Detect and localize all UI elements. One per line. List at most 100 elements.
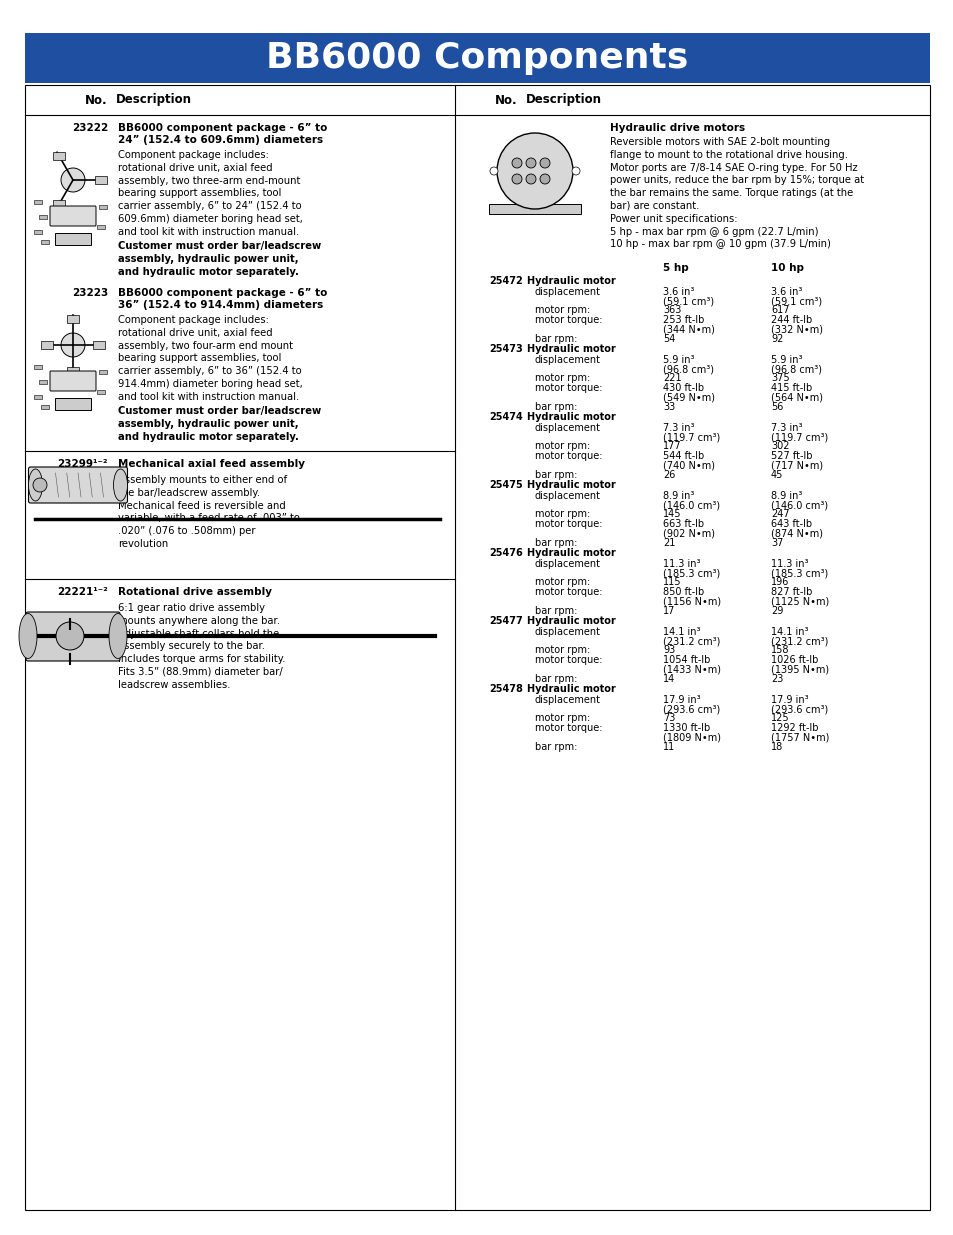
Text: (146.0 cm³): (146.0 cm³) [662, 500, 720, 510]
Text: 663 ft-lb: 663 ft-lb [662, 519, 703, 529]
Text: (902 N•m): (902 N•m) [662, 529, 714, 538]
Text: bar rpm:: bar rpm: [535, 742, 577, 752]
Text: 177: 177 [662, 441, 680, 451]
Bar [53, 200, 65, 209]
Text: 221: 221 [662, 373, 680, 383]
Text: motor torque:: motor torque: [535, 722, 602, 734]
Text: (1156 N•m): (1156 N•m) [662, 597, 720, 606]
Text: 827 ft-lb: 827 ft-lb [770, 587, 812, 597]
Text: 247: 247 [770, 509, 789, 519]
Text: motor rpm:: motor rpm: [535, 305, 590, 315]
Text: Description: Description [116, 94, 192, 106]
Circle shape [490, 167, 497, 175]
Bar [41, 405, 49, 409]
Text: 17.9 in³: 17.9 in³ [770, 695, 808, 705]
Text: BB6000 Components: BB6000 Components [266, 41, 688, 75]
Circle shape [56, 622, 84, 650]
Text: motor rpm:: motor rpm: [535, 577, 590, 587]
Text: 11.3 in³: 11.3 in³ [770, 559, 807, 569]
Bar [34, 230, 42, 233]
Text: (293.6 cm³): (293.6 cm³) [770, 704, 827, 714]
FancyBboxPatch shape [50, 206, 96, 226]
Text: 93: 93 [662, 645, 675, 655]
Text: (96.8 cm³): (96.8 cm³) [770, 364, 821, 374]
Text: 8.9 in³: 8.9 in³ [662, 492, 694, 501]
Text: (549 N•m): (549 N•m) [662, 391, 714, 403]
Text: (96.8 cm³): (96.8 cm³) [662, 364, 713, 374]
Text: 25474: 25474 [489, 412, 522, 422]
Text: (1395 N•m): (1395 N•m) [770, 664, 828, 674]
Text: motor torque:: motor torque: [535, 383, 602, 393]
Circle shape [61, 168, 85, 191]
Text: 25475: 25475 [489, 480, 522, 490]
Text: (119.7 cm³): (119.7 cm³) [662, 432, 720, 442]
Text: Hydraulic motor: Hydraulic motor [526, 616, 615, 626]
Text: 430 ft-lb: 430 ft-lb [662, 383, 703, 393]
Text: 415 ft-lb: 415 ft-lb [770, 383, 811, 393]
Text: (231.2 cm³): (231.2 cm³) [662, 636, 720, 646]
Text: 7.3 in³: 7.3 in³ [770, 424, 801, 433]
Text: motor torque:: motor torque: [535, 587, 602, 597]
Text: Customer must order bar/leadscrew
assembly, hydraulic power unit,
and hydraulic : Customer must order bar/leadscrew assemb… [118, 406, 321, 442]
Text: 302: 302 [770, 441, 789, 451]
Text: 33: 33 [662, 403, 675, 412]
Text: Hydraulic motor: Hydraulic motor [526, 548, 615, 558]
Text: (146.0 cm³): (146.0 cm³) [770, 500, 827, 510]
Bar [95, 177, 107, 184]
Text: 253 ft-lb: 253 ft-lb [662, 315, 703, 325]
Text: motor rpm:: motor rpm: [535, 373, 590, 383]
Text: 125: 125 [770, 713, 789, 722]
Bar [39, 380, 47, 384]
Text: BB6000 component package - 6” to
24” (152.4 to 609.6mm) diameters: BB6000 component package - 6” to 24” (15… [118, 124, 327, 144]
Text: displacement: displacement [535, 492, 600, 501]
Text: 14: 14 [662, 674, 675, 684]
Text: 23222: 23222 [71, 124, 108, 133]
Text: 115: 115 [662, 577, 680, 587]
Text: No.: No. [495, 94, 517, 106]
Text: motor torque:: motor torque: [535, 451, 602, 461]
Text: Hydraulic motor: Hydraulic motor [526, 480, 615, 490]
Circle shape [512, 158, 521, 168]
Text: Hydraulic motor: Hydraulic motor [526, 345, 615, 354]
Text: (717 N•m): (717 N•m) [770, 459, 822, 471]
Text: (564 N•m): (564 N•m) [770, 391, 822, 403]
Text: Hydraulic motor: Hydraulic motor [526, 275, 615, 287]
Text: 5 hp: 5 hp [662, 263, 688, 273]
Circle shape [33, 478, 47, 492]
Text: 244 ft-lb: 244 ft-lb [770, 315, 811, 325]
Text: bar rpm:: bar rpm: [535, 403, 577, 412]
Bar [39, 215, 47, 219]
FancyBboxPatch shape [50, 370, 96, 391]
Text: (874 N•m): (874 N•m) [770, 529, 822, 538]
Text: motor rpm:: motor rpm: [535, 645, 590, 655]
Text: 14.1 in³: 14.1 in³ [662, 627, 700, 637]
Text: motor torque:: motor torque: [535, 655, 602, 664]
Text: motor rpm:: motor rpm: [535, 509, 590, 519]
Text: 17.9 in³: 17.9 in³ [662, 695, 700, 705]
Text: (1125 N•m): (1125 N•m) [770, 597, 828, 606]
Text: 617: 617 [770, 305, 789, 315]
Text: Hydraulic drive motors: Hydraulic drive motors [609, 124, 744, 133]
Text: 54: 54 [662, 333, 675, 345]
Text: 26: 26 [662, 471, 675, 480]
Text: 6:1 gear ratio drive assembly
mounts anywhere along the bar.
Adjustable shaft co: 6:1 gear ratio drive assembly mounts any… [118, 603, 285, 690]
Text: 25473: 25473 [489, 345, 522, 354]
Bar [97, 225, 105, 228]
Text: 5.9 in³: 5.9 in³ [770, 354, 801, 366]
Text: 1026 ft-lb: 1026 ft-lb [770, 655, 818, 664]
Bar [53, 152, 65, 159]
Text: bar rpm:: bar rpm: [535, 333, 577, 345]
Bar [67, 367, 79, 375]
FancyBboxPatch shape [29, 467, 128, 503]
Bar [67, 315, 79, 324]
Circle shape [525, 174, 536, 184]
Text: No.: No. [85, 94, 108, 106]
Text: 25476: 25476 [489, 548, 522, 558]
Text: 643 ft-lb: 643 ft-lb [770, 519, 811, 529]
Text: 363: 363 [662, 305, 680, 315]
Text: displacement: displacement [535, 627, 600, 637]
Text: Reversible motors with SAE 2-bolt mounting
flange to mount to the rotational dri: Reversible motors with SAE 2-bolt mounti… [609, 137, 863, 249]
Text: 37: 37 [770, 538, 782, 548]
Text: 3.6 in³: 3.6 in³ [770, 287, 801, 296]
Text: 5.9 in³: 5.9 in³ [662, 354, 694, 366]
